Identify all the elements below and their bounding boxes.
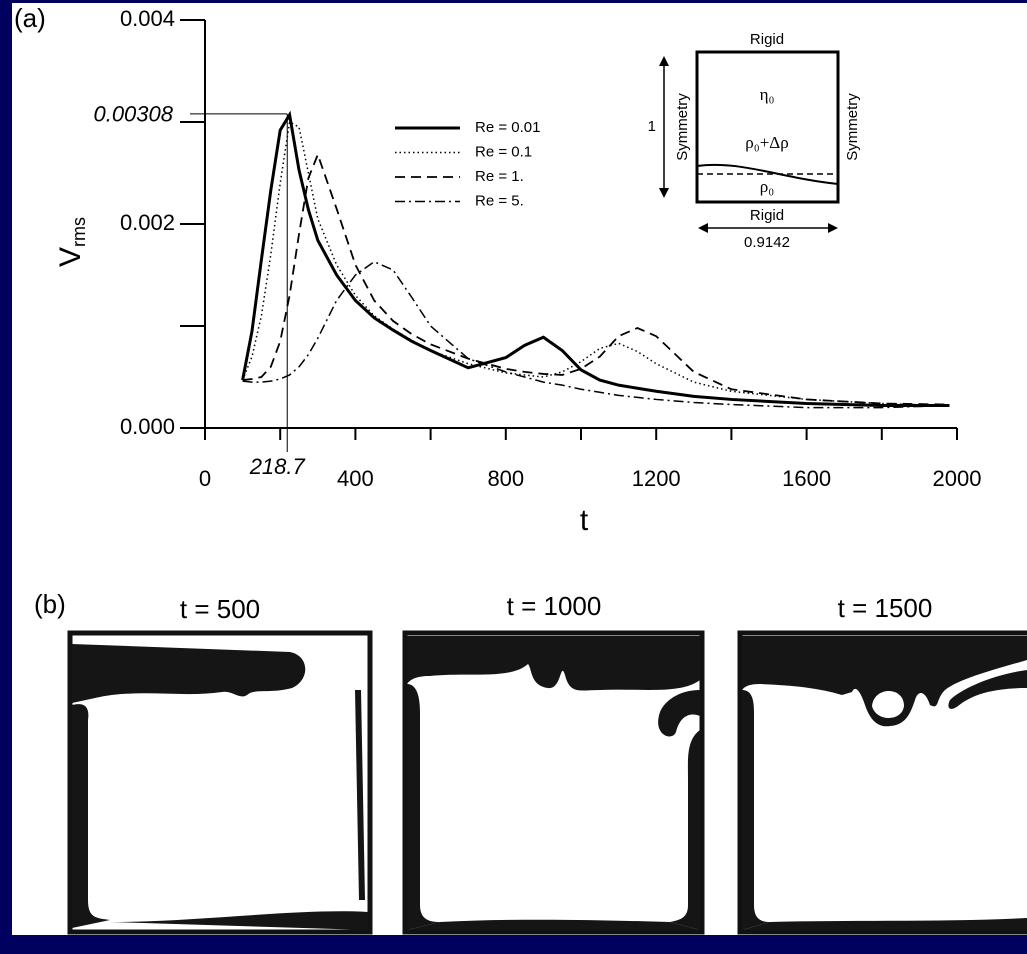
y-tick-label: 0.000	[120, 414, 175, 439]
series-line	[242, 260, 950, 409]
snapshot-title: t = 500	[180, 594, 260, 624]
inset-lower-fluid: ρ₀	[760, 177, 774, 196]
inset-upper-fluid: η₀	[760, 85, 775, 104]
snapshot-dense-fluid	[948, 670, 1027, 709]
series-line	[241, 120, 950, 407]
snapshot-dense-fluid	[110, 911, 368, 930]
snapshot-dense-fluid	[407, 636, 700, 691]
legend-label: Re = 5.	[475, 192, 524, 209]
y-axis-label: Vrms	[54, 217, 89, 267]
x-tick-label: 0	[199, 466, 211, 491]
snapshot-dense-fluid	[670, 730, 700, 930]
x-tick-label: 1200	[632, 466, 681, 491]
inset-interface	[696, 163, 839, 185]
inset: Rigid Rigid Symmetry Symmetry η₀ ρ₀+Δρ ρ…	[648, 31, 861, 251]
x-tick-label: 400	[337, 466, 374, 491]
x-tick-label: 800	[487, 466, 524, 491]
legend-label: Re = 0.1	[475, 143, 532, 160]
y-tick-label: 0.004	[120, 6, 175, 31]
snapshot-title: t = 1000	[507, 591, 602, 621]
legend-label: Re = 1.	[475, 168, 524, 185]
inset-bottom-label: Rigid	[750, 207, 784, 224]
snapshot-dense-fluid	[407, 684, 440, 930]
inset-box	[695, 50, 840, 204]
x-tick-label: 2000	[933, 466, 982, 491]
x-tick-label: 1600	[782, 466, 831, 491]
snapshot-light-fluid	[872, 691, 904, 718]
inset-interface-label: ρ₀+Δρ	[745, 133, 788, 152]
series-line	[242, 152, 950, 406]
snapshot-dense-fluid	[355, 689, 365, 901]
panel-label: (b)	[34, 589, 66, 619]
annotation-label: 218.7	[249, 454, 306, 479]
snapshot-dense-fluid	[72, 704, 110, 928]
legend-label: Re = 0.01	[475, 119, 540, 136]
snapshot-dense-fluid	[742, 690, 770, 930]
snapshot-dense-fluid	[72, 644, 306, 703]
y-tick-label: 0.002	[120, 210, 175, 235]
series-line	[241, 110, 950, 408]
panel-label: (a)	[14, 3, 46, 33]
x-axis-label: t	[580, 504, 589, 537]
y-axis-label-sub: rms	[69, 217, 89, 247]
inset-width-label: 0.9142	[744, 234, 790, 251]
inset-left-label: Symmetry	[674, 93, 691, 161]
snapshot-dense-fluid	[407, 919, 700, 930]
snapshot-dense-fluid	[742, 636, 1027, 727]
snapshot-dense-fluid	[742, 918, 1027, 930]
snapshot-dense-fluid	[658, 690, 700, 737]
snapshot-title: t = 1500	[838, 593, 933, 623]
inset-height-label: 1	[648, 118, 656, 135]
y-axis-label-main: V	[54, 247, 87, 267]
snapshot	[67, 630, 373, 935]
snapshot	[737, 630, 1027, 935]
snapshot	[402, 630, 705, 935]
annotation-label: 0.00308	[93, 102, 173, 127]
inset-top-label: Rigid	[750, 31, 784, 48]
inset-right-label: Symmetry	[844, 93, 861, 161]
